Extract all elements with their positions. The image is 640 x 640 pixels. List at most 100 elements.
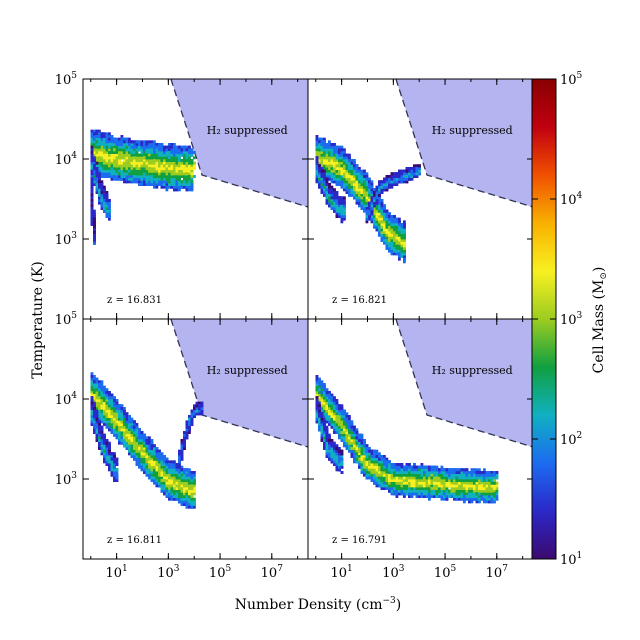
heatmap-cell — [168, 177, 171, 181]
heatmap-cell — [145, 169, 149, 173]
heatmap-cell — [140, 161, 144, 165]
heatmap-cell — [108, 199, 111, 202]
heatmap-cell — [340, 185, 344, 189]
heatmap-cell — [353, 177, 356, 181]
heatmap-cell — [100, 169, 104, 173]
heatmap-cell — [175, 175, 179, 178]
heatmap-cell — [163, 177, 166, 181]
heatmap-cell — [178, 175, 181, 178]
heatmap-cell — [108, 151, 111, 154]
heatmap-cell — [180, 167, 184, 170]
heatmap-cell — [110, 137, 114, 141]
heatmap-cell — [190, 167, 194, 170]
heatmap-cell — [100, 199, 104, 202]
heatmap-cell — [320, 156, 324, 160]
heatmap-cell — [345, 153, 349, 157]
heatmap-cell — [128, 169, 131, 173]
heatmap-cell — [155, 164, 159, 168]
heatmap-cell — [93, 236, 96, 240]
heatmap-cell — [108, 156, 111, 160]
heatmap-cell — [105, 201, 109, 205]
heatmap-cell — [90, 143, 94, 146]
heatmap-cell — [330, 169, 334, 173]
heatmap-cell — [365, 201, 369, 205]
heatmap-cell — [370, 191, 374, 194]
heatmap-cell — [118, 164, 121, 168]
heatmap-cell — [165, 180, 169, 184]
heatmap-cell — [360, 201, 364, 205]
heatmap-cell — [370, 185, 374, 189]
heatmap-cell — [325, 159, 329, 162]
heatmap-cell — [133, 145, 136, 149]
heatmap-cell — [100, 156, 104, 160]
heatmap-cell — [175, 183, 179, 186]
heatmap-cell — [348, 172, 351, 176]
heatmap-cell — [345, 191, 349, 194]
heatmap-cell — [315, 153, 319, 157]
heatmap-cell — [158, 151, 161, 154]
heatmap-cell — [343, 148, 346, 152]
heatmap-cell — [153, 172, 156, 176]
heatmap-cell — [153, 145, 156, 149]
heatmap-cell — [123, 161, 126, 165]
heatmap-cell — [143, 148, 146, 152]
heatmap-cell — [175, 164, 179, 168]
heatmap-cell — [160, 148, 164, 152]
heatmap-cell — [345, 177, 349, 181]
heatmap-cell — [103, 193, 106, 197]
heatmap-cell — [150, 180, 154, 184]
heatmap-cell — [103, 148, 106, 152]
heatmap-cell — [175, 172, 179, 176]
heatmap-cell — [128, 180, 131, 184]
heatmap-cell — [115, 137, 119, 141]
heatmap-cell — [90, 161, 94, 165]
heatmap-cell — [363, 204, 366, 208]
heatmap-cell — [158, 153, 161, 157]
heatmap-cell — [93, 167, 96, 170]
heatmap-cell — [318, 148, 321, 152]
heatmap-cell — [108, 143, 111, 146]
heatmap-cell — [170, 153, 174, 157]
heatmap-cell — [318, 156, 321, 160]
heatmap-cell — [173, 143, 176, 146]
heatmap-cell — [140, 151, 144, 154]
heatmap-cell — [95, 143, 99, 146]
heatmap-cell — [163, 151, 166, 154]
heatmap-cell — [335, 177, 339, 181]
heatmap-cell — [100, 207, 104, 210]
heatmap-cell — [98, 164, 101, 168]
heatmap-cell — [93, 209, 96, 213]
heatmap-cell — [170, 145, 174, 149]
heatmap-cell — [93, 217, 96, 221]
heatmap-cell — [140, 153, 144, 157]
heatmap-cell — [333, 161, 336, 165]
heatmap-cell — [98, 183, 101, 186]
heatmap-cell — [335, 151, 339, 154]
heatmap-cell — [155, 153, 159, 157]
heatmap-cell — [155, 161, 159, 165]
heatmap-cell — [103, 143, 106, 146]
heatmap-cell — [115, 151, 119, 154]
heatmap-cells — [90, 129, 196, 245]
heatmap-cell — [115, 169, 119, 173]
heatmap-cell — [370, 220, 374, 224]
heatmap-cell — [103, 159, 106, 162]
heatmap-cell — [325, 143, 329, 146]
heatmap-cell — [98, 135, 101, 138]
heatmap-cell — [188, 183, 191, 186]
heatmap-cell — [333, 153, 336, 157]
heatmap-cell — [318, 159, 321, 162]
heatmap-cell — [178, 185, 181, 189]
heatmap-cell — [350, 183, 354, 186]
heatmap-cell — [138, 177, 141, 181]
heatmap-cell — [338, 161, 341, 165]
heatmap-cell — [150, 140, 154, 144]
heatmap-cell — [328, 151, 331, 154]
heatmap-cell — [90, 151, 94, 154]
heatmap-cell — [320, 161, 324, 165]
heatmap-cell — [340, 175, 344, 178]
heatmap-cell — [143, 151, 146, 154]
heatmap-cell — [178, 145, 181, 149]
heatmap-cell — [323, 153, 326, 157]
heatmap-cell — [143, 177, 146, 181]
